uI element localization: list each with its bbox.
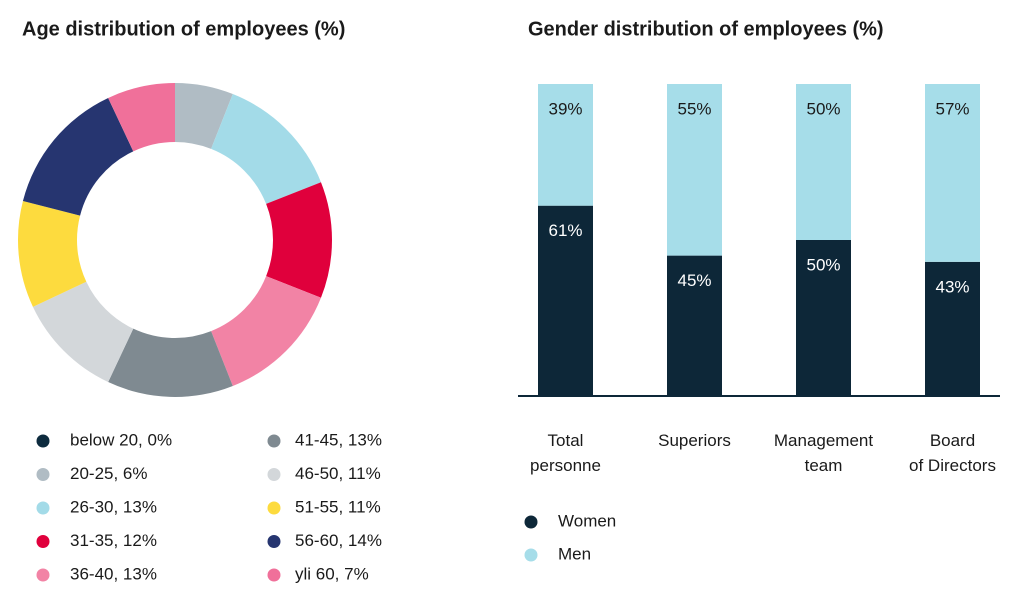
- legend-label: 46-50, 11%: [295, 464, 381, 483]
- donut-segment: [22, 97, 134, 216]
- legend-label: yli 60, 7%: [295, 564, 369, 583]
- x-tick-label: Total personne: [530, 431, 601, 475]
- legend-label: below 20, 0%: [70, 430, 172, 449]
- legend-marker: [36, 568, 50, 582]
- donut-segment: [108, 83, 175, 152]
- donut-segment: [17, 200, 87, 307]
- bar-segment: [925, 84, 980, 262]
- value-label: 50%: [806, 99, 840, 118]
- value-label: 45%: [677, 271, 711, 290]
- legend-marker: [267, 501, 281, 515]
- value-label: 39%: [548, 99, 582, 118]
- donut-segment: [211, 94, 321, 204]
- legend-label: 20-25, 6%: [70, 464, 148, 483]
- bar-segment: [667, 255, 722, 396]
- x-tick-label: Superiors: [658, 431, 731, 450]
- legend-marker: [36, 468, 50, 481]
- bar-segment: [538, 205, 593, 396]
- legend-label: Men: [558, 544, 591, 563]
- value-label: 61%: [548, 221, 582, 240]
- legend-marker: [267, 434, 281, 448]
- legend-label: 36-40, 13%: [70, 564, 157, 583]
- donut-segment: [108, 328, 233, 397]
- value-label: 50%: [806, 255, 840, 274]
- legend-marker: [267, 535, 281, 548]
- x-tick-label: Board of Directors: [909, 431, 996, 475]
- bar-segment: [925, 261, 980, 396]
- legend-label: 41-45, 13%: [295, 430, 382, 449]
- bar-segment: [796, 240, 851, 396]
- legend-label: 51-55, 11%: [295, 497, 381, 516]
- legend-marker: [36, 434, 50, 448]
- bar-segment: [796, 84, 851, 240]
- legend-marker: [267, 568, 281, 582]
- legend-marker: [36, 535, 50, 548]
- donut-segment: [211, 276, 321, 386]
- legend-label: 26-30, 13%: [70, 497, 157, 516]
- chart-title: Age distribution of employees (%): [22, 18, 345, 40]
- legend-marker: [267, 468, 281, 481]
- bar-segment: [667, 84, 722, 256]
- legend-marker: [524, 548, 538, 562]
- donut-segment: [175, 83, 233, 149]
- value-label: 55%: [677, 99, 711, 118]
- legend-label: Women: [558, 511, 616, 530]
- legend-marker: [524, 515, 538, 529]
- legend-marker: [36, 501, 50, 515]
- donut-segment: [32, 281, 134, 383]
- legend-label: 56-60, 14%: [295, 531, 382, 550]
- legend-label: 31-35, 12%: [70, 531, 157, 550]
- chart-title: Gender distribution of employees (%): [528, 18, 884, 40]
- value-label: 57%: [935, 99, 969, 118]
- x-tick-label: Management team: [773, 431, 874, 475]
- value-label: 43%: [935, 277, 969, 296]
- bar-segment: [538, 84, 593, 206]
- donut-segment: [266, 182, 332, 298]
